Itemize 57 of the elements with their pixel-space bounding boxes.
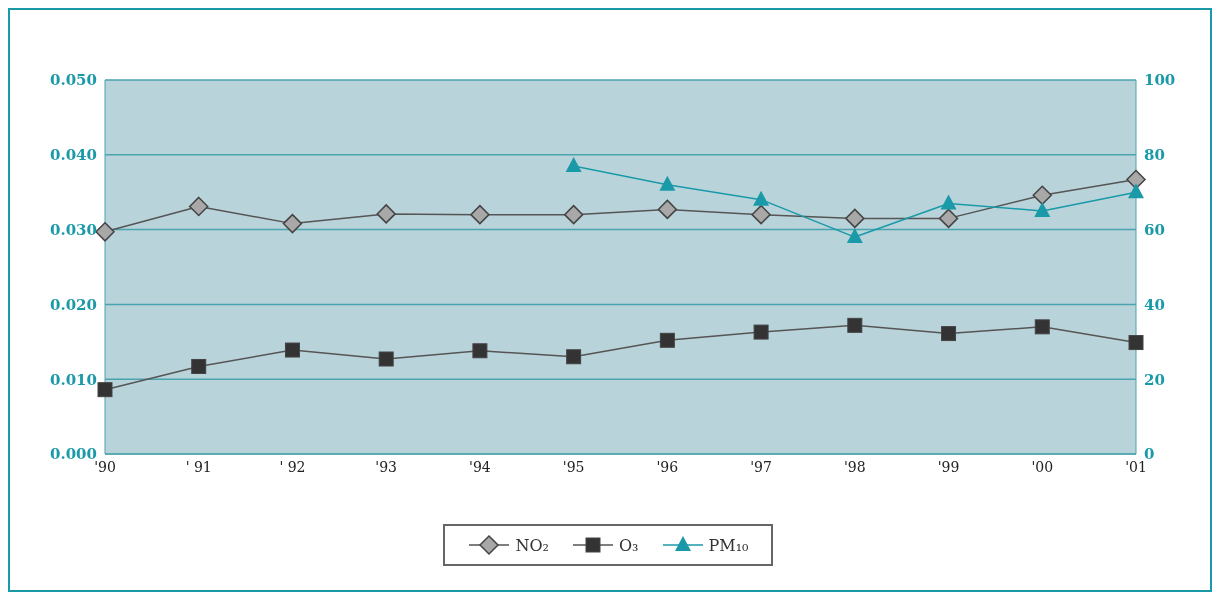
point	[376, 204, 396, 224]
y-tick-label: 0.010	[50, 370, 97, 389]
point	[282, 213, 303, 234]
point	[659, 175, 676, 191]
point	[563, 204, 584, 225]
point	[846, 228, 863, 244]
point	[97, 382, 113, 398]
x-tick-label: ' 92	[279, 458, 306, 475]
y2-tick-label: 80	[1144, 146, 1165, 165]
x-tick-label: '01	[1125, 458, 1147, 475]
x-tick-label: '94	[469, 458, 491, 475]
x-tick-label: '00	[1031, 458, 1054, 475]
x-tick-label: '93	[375, 458, 398, 475]
x-tick-label: '95	[562, 458, 585, 475]
point	[1034, 319, 1050, 335]
point	[753, 324, 769, 340]
point	[1128, 335, 1144, 351]
point	[95, 222, 115, 242]
y2-tick-label: 20	[1144, 370, 1165, 389]
y-tick-label: 0.020	[50, 295, 97, 314]
x-tick-label: '99	[937, 458, 960, 475]
y-tick-label: 0.050	[50, 71, 97, 90]
point	[1032, 185, 1053, 205]
point	[566, 349, 582, 365]
point	[753, 190, 770, 206]
point	[657, 199, 678, 220]
point	[1128, 183, 1144, 199]
y2-tick-label: 40	[1144, 295, 1165, 314]
y2-tick-label: 100	[1144, 71, 1176, 90]
point	[191, 358, 207, 374]
x-tick-label: '90	[94, 458, 116, 475]
x-tick-label: '96	[656, 458, 679, 475]
point	[1126, 169, 1146, 190]
point	[659, 332, 675, 348]
legend-label: NO₂	[515, 535, 549, 555]
point	[751, 204, 771, 225]
point	[472, 343, 488, 359]
point	[847, 317, 863, 333]
point	[565, 157, 582, 173]
point	[941, 326, 957, 342]
y-tick-label: 0.040	[50, 146, 97, 165]
point	[1034, 201, 1051, 217]
point	[938, 208, 959, 229]
point	[940, 194, 957, 210]
point	[284, 342, 300, 358]
y2-tick-label: 60	[1144, 220, 1165, 239]
point	[188, 196, 209, 217]
point	[845, 208, 865, 229]
y-tick-label: 0.030	[50, 220, 97, 239]
x-tick-label: ' 91	[185, 458, 212, 475]
legend-label: O₃	[619, 535, 639, 555]
point	[378, 351, 394, 367]
y2-tick-label: 0	[1144, 445, 1155, 464]
x-tick-label: '98	[843, 458, 866, 475]
legend-label: PM₁₀	[708, 535, 749, 555]
x-tick-label: '97	[750, 458, 772, 475]
point	[470, 204, 490, 225]
